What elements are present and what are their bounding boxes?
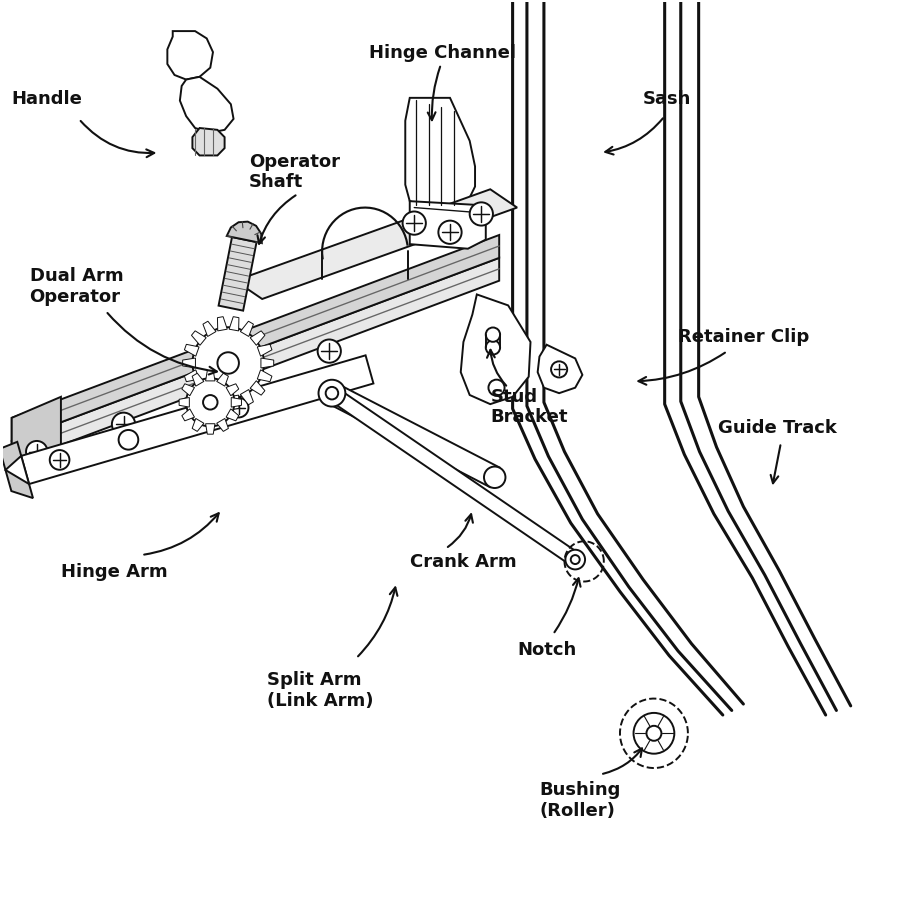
Circle shape [119, 430, 139, 450]
Polygon shape [537, 346, 582, 393]
Circle shape [484, 467, 506, 489]
Text: Dual Arm
Operator: Dual Arm Operator [30, 267, 123, 305]
Polygon shape [227, 222, 262, 244]
Polygon shape [193, 374, 204, 387]
Circle shape [229, 398, 248, 418]
Text: Hinge Arm: Hinge Arm [61, 562, 167, 580]
Polygon shape [230, 317, 238, 332]
Polygon shape [193, 419, 204, 432]
Circle shape [326, 388, 338, 400]
Polygon shape [12, 397, 61, 487]
Circle shape [203, 396, 218, 410]
Polygon shape [184, 370, 199, 382]
Polygon shape [193, 129, 225, 156]
Polygon shape [240, 322, 254, 337]
Polygon shape [205, 371, 215, 381]
Text: Split Arm
(Link Arm): Split Arm (Link Arm) [266, 670, 374, 709]
Polygon shape [217, 419, 229, 432]
Polygon shape [250, 332, 265, 346]
Circle shape [571, 555, 580, 564]
Polygon shape [5, 457, 29, 484]
Circle shape [402, 212, 426, 235]
Polygon shape [184, 345, 199, 357]
Polygon shape [202, 322, 216, 337]
Text: Stud
Bracket: Stud Bracket [491, 387, 568, 425]
Polygon shape [226, 384, 239, 396]
Polygon shape [217, 374, 229, 387]
Polygon shape [182, 410, 194, 422]
Circle shape [646, 726, 662, 741]
Polygon shape [205, 425, 215, 435]
Polygon shape [179, 398, 189, 408]
Circle shape [634, 713, 674, 754]
Polygon shape [0, 442, 33, 499]
Polygon shape [218, 396, 228, 410]
Polygon shape [410, 202, 486, 249]
Polygon shape [226, 410, 239, 422]
Text: Operator
Shaft: Operator Shaft [248, 153, 340, 191]
Polygon shape [261, 358, 274, 369]
Polygon shape [180, 78, 233, 133]
Circle shape [319, 380, 346, 407]
Circle shape [112, 414, 135, 437]
Circle shape [489, 380, 505, 396]
Circle shape [318, 340, 341, 363]
Polygon shape [327, 384, 500, 488]
Polygon shape [231, 398, 241, 408]
Text: Bushing
(Roller): Bushing (Roller) [539, 780, 621, 819]
Polygon shape [405, 98, 475, 209]
Circle shape [565, 550, 585, 570]
Polygon shape [192, 381, 206, 396]
Polygon shape [461, 295, 530, 404]
Polygon shape [183, 358, 195, 369]
Circle shape [551, 362, 567, 378]
Circle shape [486, 341, 500, 356]
Polygon shape [12, 236, 500, 441]
Polygon shape [22, 356, 374, 484]
Circle shape [50, 450, 69, 471]
Polygon shape [192, 332, 206, 346]
Polygon shape [240, 390, 254, 405]
Polygon shape [328, 388, 580, 566]
Circle shape [438, 221, 462, 244]
Polygon shape [235, 190, 518, 300]
Text: Retainer Clip: Retainer Clip [678, 327, 809, 346]
Polygon shape [230, 396, 238, 410]
Circle shape [193, 386, 216, 409]
Text: Sash: Sash [643, 90, 690, 108]
Text: Handle: Handle [12, 90, 83, 108]
Polygon shape [182, 384, 194, 396]
Text: Hinge Channel: Hinge Channel [370, 44, 517, 62]
Circle shape [186, 379, 234, 427]
Polygon shape [219, 238, 256, 312]
Polygon shape [257, 345, 272, 357]
Text: Guide Track: Guide Track [718, 418, 837, 437]
Circle shape [470, 203, 493, 226]
Polygon shape [218, 317, 228, 332]
Polygon shape [202, 390, 216, 405]
Polygon shape [12, 258, 500, 464]
Circle shape [486, 328, 500, 343]
Circle shape [218, 353, 238, 374]
Circle shape [193, 328, 264, 400]
Polygon shape [257, 370, 272, 382]
Text: Crank Arm: Crank Arm [410, 553, 517, 571]
Text: Notch: Notch [518, 641, 576, 658]
Circle shape [26, 441, 48, 463]
Polygon shape [250, 381, 265, 396]
Polygon shape [167, 32, 213, 81]
